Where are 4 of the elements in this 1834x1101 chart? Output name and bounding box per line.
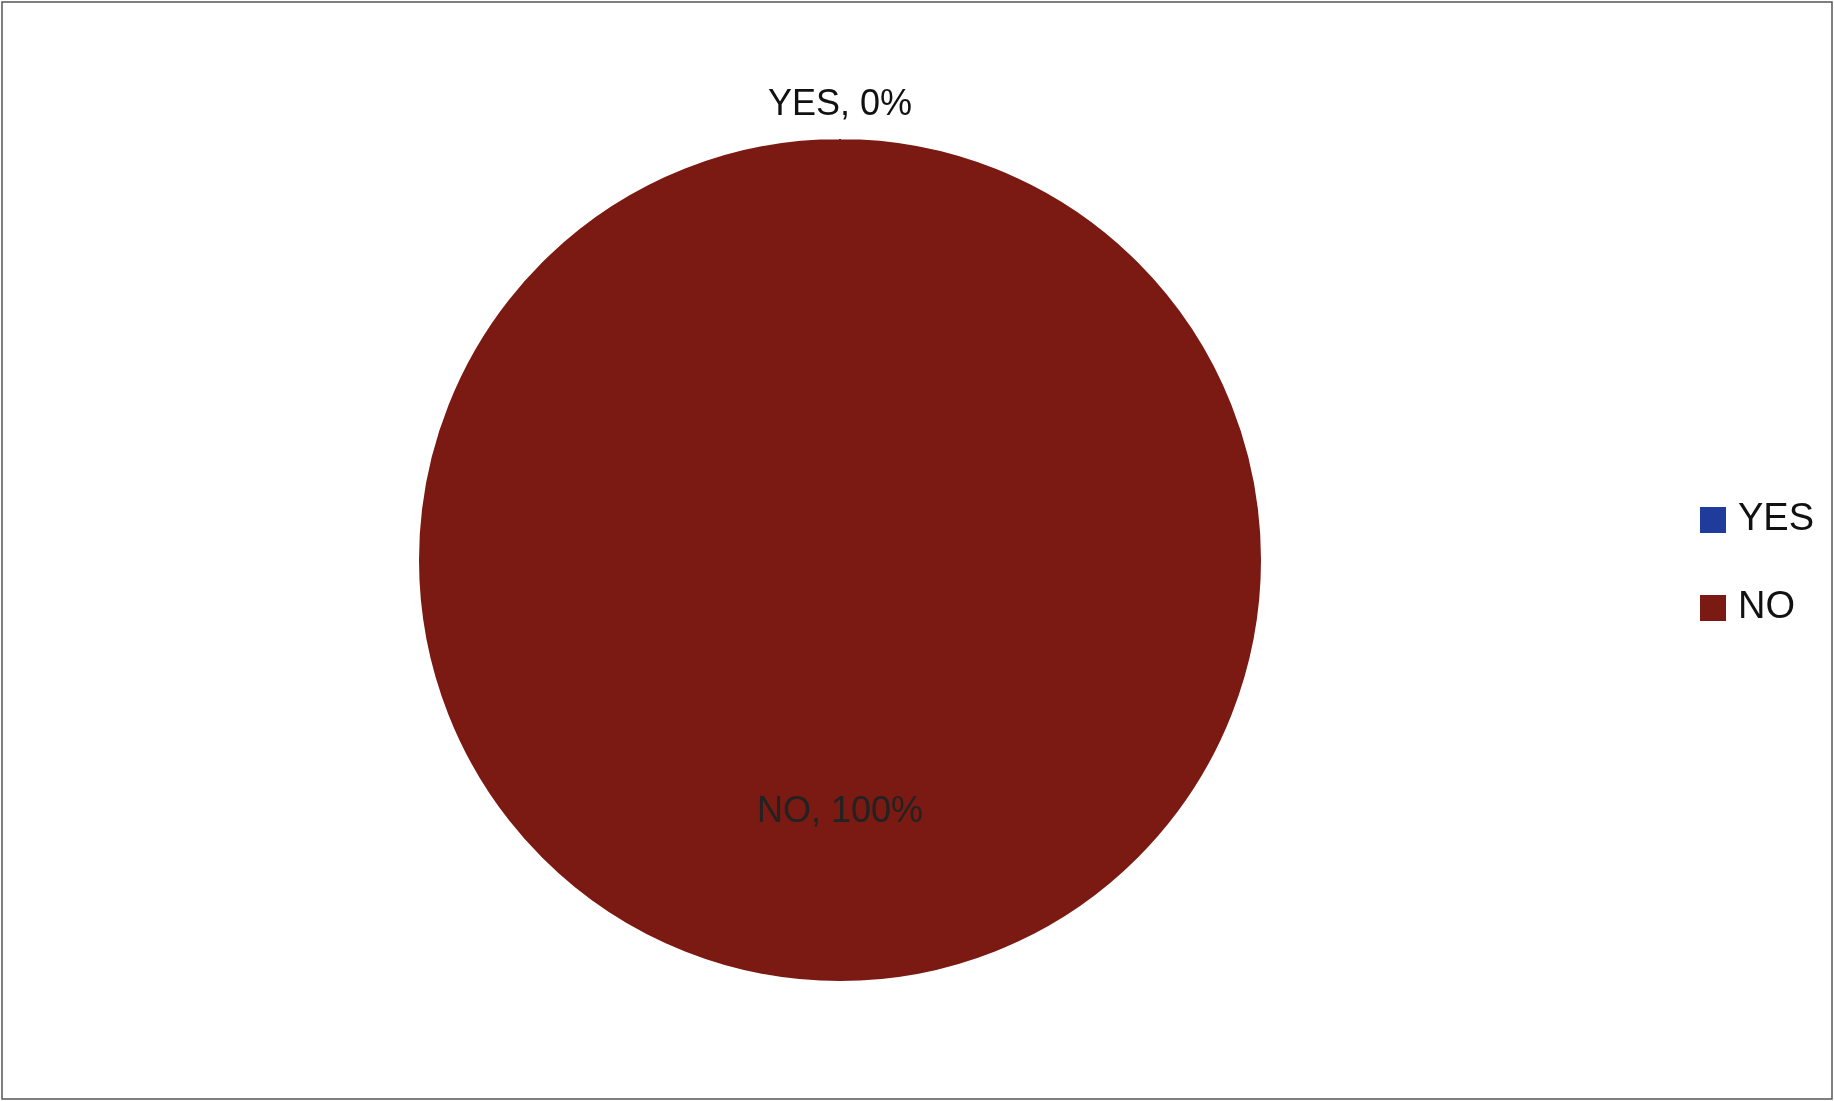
legend-label: NO <box>1738 584 1795 627</box>
data-label: NO, 100% <box>756 788 924 830</box>
legend-label: YES <box>1738 496 1815 539</box>
text: YES, 0% <box>767 81 913 123</box>
